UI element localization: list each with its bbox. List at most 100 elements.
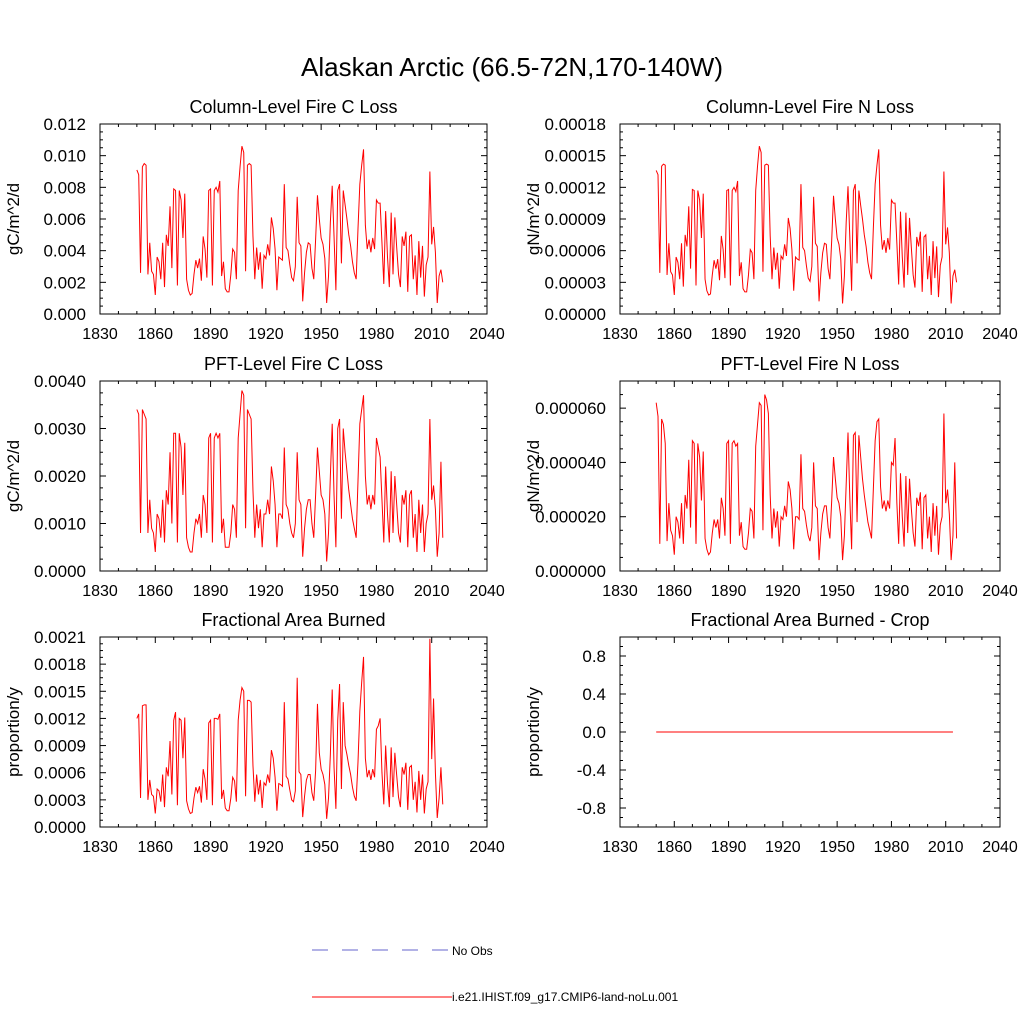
y-tick-label: 0.000000: [535, 562, 606, 581]
x-tick-label: 1950: [819, 326, 855, 343]
panel-title: PFT-Level Fire C Loss: [204, 354, 383, 374]
x-tick-label: 1890: [711, 839, 747, 856]
y-axis-label: proportion/y: [524, 687, 543, 777]
x-tick-label: 1830: [82, 326, 118, 343]
x-tick-label: 1980: [359, 326, 395, 343]
panel-title: Fractional Area Burned - Crop: [690, 610, 929, 630]
legend-model-label: i.e21.IHIST.f09_g17.CMIP6-land-noLu.001: [452, 990, 678, 1004]
x-tick-label: 1860: [656, 839, 692, 856]
y-tick-label: 0.008: [43, 178, 86, 197]
x-tick-label: 2040: [469, 583, 505, 600]
x-tick-label: 1920: [765, 326, 801, 343]
x-tick-label: 1920: [765, 583, 801, 600]
x-tick-label: 1830: [82, 583, 118, 600]
panel-title: Column-Level Fire N Loss: [706, 97, 914, 117]
panel-title: Fractional Area Burned: [201, 610, 385, 630]
y-tick-label: 0.002: [43, 273, 86, 292]
y-tick-label: 0.0015: [34, 682, 86, 701]
x-tick-label: 1980: [874, 839, 910, 856]
x-tick-label: 1980: [359, 583, 395, 600]
chart-panel-4: PFT-Level Fire N Loss gN/m^2/d 1830 1860 189…: [524, 354, 1018, 600]
x-tick-label: 2040: [982, 583, 1018, 600]
y-tick-label: 0.00009: [545, 210, 606, 229]
series-line: [136, 146, 444, 303]
x-tick-label: 1830: [82, 839, 118, 856]
x-tick-label: 1860: [656, 583, 692, 600]
y-tick-label: 0.0010: [34, 515, 86, 534]
x-tick-label: 1830: [602, 583, 638, 600]
x-tick-label: 2010: [414, 583, 450, 600]
y-tick-label: 0.0021: [34, 628, 86, 647]
y-tick-label: 0.0030: [34, 420, 86, 439]
x-tick-label: 1860: [137, 839, 173, 856]
y-tick-label: 0.0000: [34, 562, 86, 581]
legend-obs-label: No Obs: [452, 944, 493, 958]
x-tick-label: 1980: [874, 583, 910, 600]
y-tick-label: 0.8: [582, 647, 606, 666]
x-tick-label: 1860: [137, 583, 173, 600]
panel-title: Column-Level Fire C Loss: [189, 97, 397, 117]
series-line: [136, 390, 444, 562]
x-tick-label: 2040: [469, 839, 505, 856]
x-tick-label: 1830: [602, 326, 638, 343]
x-tick-label: 2040: [469, 326, 505, 343]
x-tick-label: 2040: [982, 839, 1018, 856]
y-tick-label: 0.0006: [34, 764, 86, 783]
y-axis-label: gC/m^2/d: [4, 183, 23, 255]
x-tick-label: 1950: [819, 583, 855, 600]
series-line: [655, 394, 958, 561]
y-tick-label: -0.8: [577, 799, 606, 818]
y-tick-label: 0.0012: [34, 709, 86, 728]
panel-title: PFT-Level Fire N Loss: [720, 354, 899, 374]
y-tick-label: 0.000060: [535, 399, 606, 418]
x-tick-label: 1890: [193, 839, 229, 856]
x-tick-label: 1920: [248, 326, 284, 343]
chart-panel-5: Fractional Area Burned proportion/y 1830 18…: [4, 610, 505, 856]
panels: Column-Level Fire C Loss gC/m^2/d 1830 1860…: [4, 97, 1018, 856]
chart-panel-1: Column-Level Fire C Loss gC/m^2/d 1830 1860…: [4, 97, 505, 343]
y-tick-label: 0.0018: [34, 655, 86, 674]
x-tick-label: 2010: [414, 839, 450, 856]
series-line: [136, 638, 444, 819]
x-tick-label: 1890: [711, 326, 747, 343]
series-line: [655, 146, 958, 304]
y-tick-label: 0.00015: [545, 147, 606, 166]
x-tick-label: 1950: [303, 326, 339, 343]
chart-panel-6: Fractional Area Burned - Crop proportion/…: [524, 610, 1018, 856]
y-tick-label: 0.00012: [545, 178, 606, 197]
x-tick-label: 1920: [248, 583, 284, 600]
chart-panel-2: Column-Level Fire N Loss gN/m^2/d 1830 1860…: [524, 97, 1018, 343]
y-tick-label: 0.012: [43, 115, 86, 134]
x-tick-label: 1920: [765, 839, 801, 856]
x-tick-label: 1860: [137, 326, 173, 343]
x-tick-label: 1830: [602, 839, 638, 856]
y-tick-label: 0.00003: [545, 273, 606, 292]
x-tick-label: 1980: [359, 839, 395, 856]
y-tick-label: 0.006: [43, 210, 86, 229]
y-tick-label: 0.000: [43, 305, 86, 324]
y-axis-label: gC/m^2/d: [4, 440, 23, 512]
x-tick-label: 2040: [982, 326, 1018, 343]
y-tick-label: 0.00006: [545, 242, 606, 261]
y-tick-label: 0.000040: [535, 453, 606, 472]
x-tick-label: 1890: [711, 583, 747, 600]
x-tick-label: 2010: [928, 839, 964, 856]
y-tick-label: -0.4: [577, 761, 606, 780]
x-tick-label: 1890: [193, 326, 229, 343]
chart-panel-3: PFT-Level Fire C Loss gC/m^2/d 1830 1860 189…: [4, 354, 505, 600]
y-axis-label: gN/m^2/d: [524, 183, 543, 255]
y-tick-label: 0.0000: [34, 818, 86, 837]
y-tick-label: 0.0020: [34, 467, 86, 486]
x-tick-label: 2010: [414, 326, 450, 343]
x-tick-label: 1950: [303, 583, 339, 600]
x-tick-label: 1950: [819, 839, 855, 856]
legend: No Obs i.e21.IHIST.f09_g17.CMIP6-land-no…: [312, 944, 678, 1004]
x-tick-label: 1920: [248, 839, 284, 856]
y-axis-label: gN/m^2/d: [524, 440, 543, 512]
y-tick-label: 0.010: [43, 147, 86, 166]
y-tick-label: 0.4: [582, 685, 606, 704]
x-tick-label: 1950: [303, 839, 339, 856]
y-tick-label: 0.0040: [34, 372, 86, 391]
y-tick-label: 0.00018: [545, 115, 606, 134]
